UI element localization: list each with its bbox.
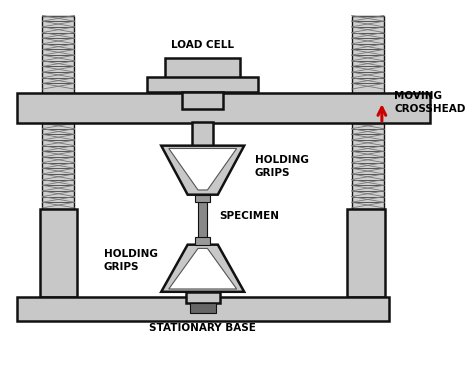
- Text: LOAD CELL: LOAD CELL: [171, 41, 234, 50]
- Bar: [192, 122, 213, 146]
- Polygon shape: [161, 245, 244, 292]
- Bar: [195, 195, 210, 202]
- Bar: [352, 16, 384, 93]
- Bar: [17, 93, 430, 123]
- Bar: [165, 58, 240, 79]
- Bar: [347, 209, 385, 296]
- Text: HOLDING
GRIPS: HOLDING GRIPS: [255, 155, 309, 178]
- Bar: [352, 123, 384, 209]
- Bar: [43, 123, 74, 209]
- Bar: [195, 237, 210, 245]
- Polygon shape: [161, 146, 244, 195]
- Bar: [186, 292, 219, 303]
- Bar: [40, 209, 77, 296]
- Bar: [17, 296, 390, 321]
- Bar: [190, 303, 216, 313]
- Bar: [182, 92, 223, 109]
- Polygon shape: [169, 149, 237, 190]
- Text: HOLDING
GRIPS: HOLDING GRIPS: [104, 249, 157, 272]
- Text: STATIONARY BASE: STATIONARY BASE: [149, 323, 256, 333]
- Bar: [43, 16, 74, 93]
- Polygon shape: [169, 248, 237, 289]
- Bar: [198, 202, 208, 245]
- Bar: [147, 77, 258, 92]
- Text: SPECIMEN: SPECIMEN: [219, 211, 279, 221]
- Text: MOVING
CROSSHEAD: MOVING CROSSHEAD: [394, 91, 465, 114]
